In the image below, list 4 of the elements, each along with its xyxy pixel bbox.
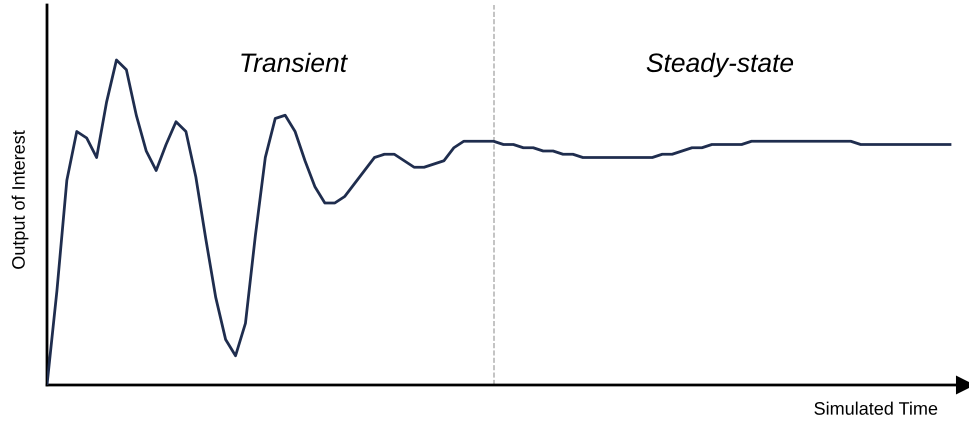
y-axis-title: Output of Interest [12,130,28,269]
x-axis-title: Simulated Time [814,402,938,415]
annotation: Transient [241,52,348,72]
annotation: Steady-state [646,52,794,78]
